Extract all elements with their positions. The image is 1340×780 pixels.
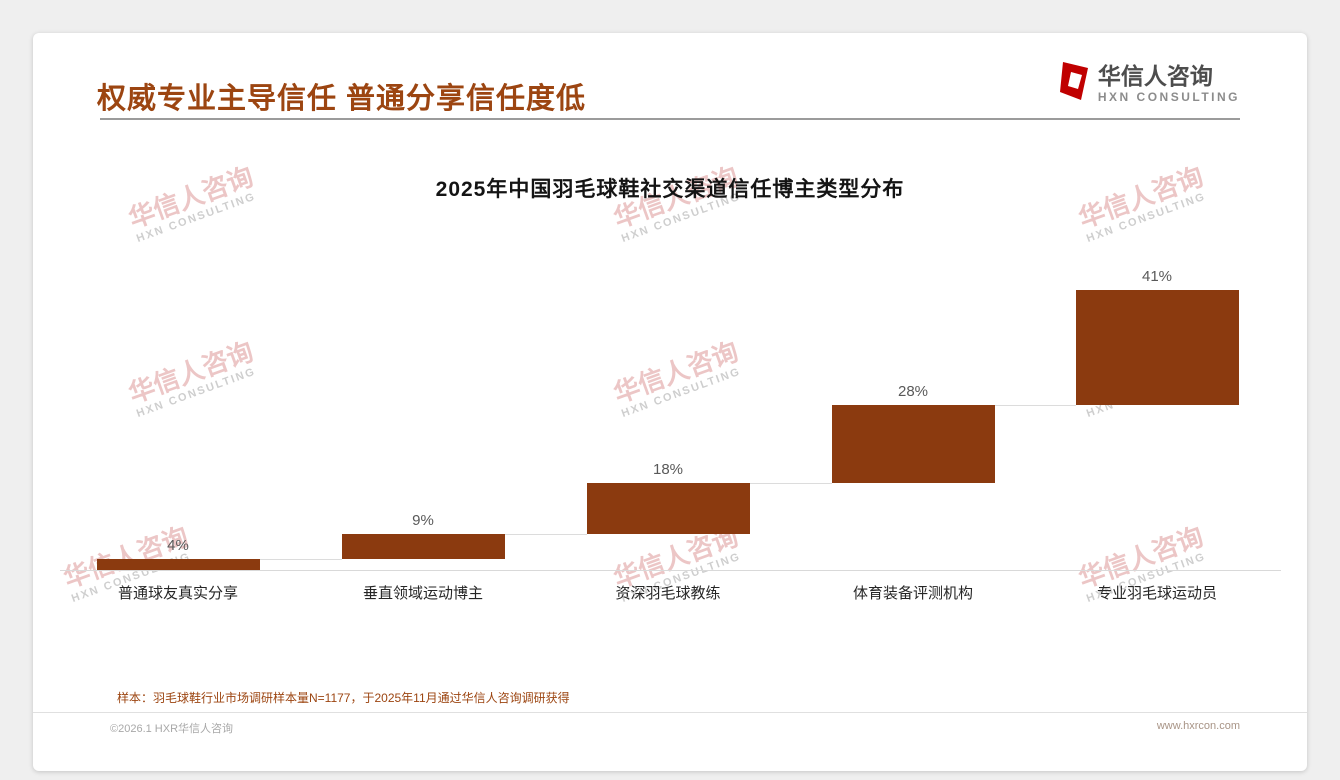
category-label: 资深羽毛球教练	[615, 585, 721, 602]
step-connector-line	[994, 404, 1076, 406]
logo-subtitle: HXN CONSULTING	[1097, 89, 1240, 104]
sample-note: 样本：羽毛球鞋行业市场调研样本量N=1177，于2025年11月通过华信人咨询调…	[117, 691, 570, 705]
slide-card: 华信人咨询 HXN CONSULTING 华信人咨询 HXN CONSULTING 华信…	[33, 33, 1307, 771]
bar-value-label: 4%	[167, 536, 189, 554]
footer-website: www.hxrcon.com	[1156, 720, 1240, 732]
category-label: 专业羽毛球运动员	[1096, 585, 1217, 602]
bar	[831, 404, 995, 484]
footer-copyright: ©2026.1 HXR华信人咨询	[110, 723, 234, 735]
bar-value-label: 18%	[652, 461, 684, 479]
bar	[1075, 290, 1239, 405]
company-logo: 华信人咨询 HXN CONSULTING	[1059, 61, 1240, 106]
bar-value-label: 28%	[897, 382, 929, 400]
category-label: 体育装备评测机构	[852, 585, 973, 602]
bar	[96, 558, 260, 570]
step-connector-line	[504, 533, 587, 535]
chart-plot-area: 4% 普通球友真实分享 9% 垂直领域运动博主 18% 资深羽毛球教练 28% 体育装备评测机…	[33, 33, 1307, 771]
logo-name: 华信人咨询	[1097, 63, 1213, 90]
header-divider	[100, 118, 1240, 120]
bar-value-label: 9%	[412, 511, 434, 529]
bar	[341, 533, 505, 559]
footer-divider	[33, 712, 1307, 713]
bar	[586, 483, 750, 534]
page-title: 权威专业主导信任 普通分享信任度低	[97, 83, 587, 115]
category-label: 普通球友真实分享	[117, 585, 238, 602]
axis-baseline	[60, 570, 1281, 571]
logo-icon	[1059, 61, 1090, 106]
step-connector-line	[259, 558, 342, 560]
category-label: 垂直领域运动博主	[362, 585, 483, 602]
step-connector-line	[749, 483, 832, 485]
bar-value-label: 41%	[1141, 268, 1173, 285]
chart-title: 2025年中国羽毛球鞋社交渠道信任博主类型分布	[435, 178, 905, 201]
